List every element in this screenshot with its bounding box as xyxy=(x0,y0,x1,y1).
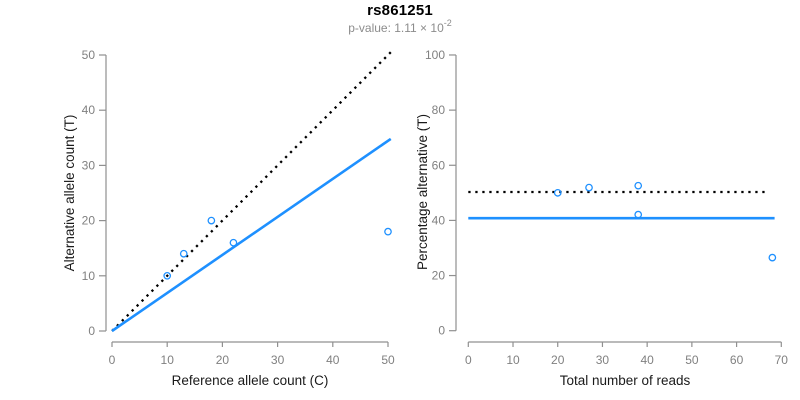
y-tick-label: 0 xyxy=(88,324,95,338)
x-tick-label: 0 xyxy=(465,353,472,367)
x-tick-label: 30 xyxy=(271,353,285,367)
x-tick-label: 10 xyxy=(506,353,520,367)
y-tick-label: 20 xyxy=(82,214,96,228)
figure-title: rs861251 xyxy=(367,2,433,19)
data-point xyxy=(768,253,777,262)
y-tick-label: 20 xyxy=(432,269,446,283)
y-tick-label: 40 xyxy=(432,213,446,227)
x-tick-label: 50 xyxy=(685,353,699,367)
x-tick-label: 20 xyxy=(551,353,565,367)
y-tick-label: 60 xyxy=(432,158,446,172)
y-tick-label: 40 xyxy=(82,103,96,117)
y-tick-label: 80 xyxy=(432,103,446,117)
x-tick-label: 60 xyxy=(730,353,744,367)
x-tick-label: 40 xyxy=(326,353,340,367)
data-point xyxy=(634,210,643,219)
identity-line xyxy=(111,51,392,332)
x-tick-label: 0 xyxy=(109,353,116,367)
x-tick-label: 20 xyxy=(216,353,230,367)
data-point xyxy=(634,181,643,190)
y-tick-label: 10 xyxy=(82,269,96,283)
y-tick-label: 100 xyxy=(425,48,445,62)
x-tick-label: 50 xyxy=(381,353,395,367)
data-point xyxy=(229,238,238,247)
figure-subtitle: p-value: 1.11 × 10-2 xyxy=(0,18,800,35)
fit-line xyxy=(111,137,392,333)
subtitle-text: p-value: 1.11 × 10 xyxy=(348,21,444,35)
data-point xyxy=(585,183,593,192)
data-point xyxy=(384,227,392,236)
percentage-reads-scatter-panel: 0 20 40 60 80 100 0 10 20 30 40 50 60 70 Total number … xyxy=(415,48,788,388)
x-axis-title: Reference allele count (C) xyxy=(172,373,329,388)
x-tick-label: 10 xyxy=(161,353,175,367)
data-point xyxy=(553,188,562,197)
y-axis-title: Percentage alternative (T) xyxy=(415,114,430,270)
y-tick-label: 0 xyxy=(438,324,445,338)
y-tick-label: 50 xyxy=(82,48,96,62)
data-point xyxy=(207,216,216,225)
x-axis-title: Total number of reads xyxy=(560,373,691,388)
y-axis-title: Alternative allele count (T) xyxy=(62,115,77,272)
data-point xyxy=(179,249,188,258)
data-point xyxy=(163,271,172,280)
subtitle-exponent: -2 xyxy=(443,18,452,28)
x-tick-label: 70 xyxy=(775,353,789,367)
allele-count-scatter-panel: 0 10 20 30 40 50 0 10 20 30 40 50 Reference allele c… xyxy=(62,48,395,388)
x-tick-label: 40 xyxy=(640,353,654,367)
y-tick-label: 30 xyxy=(82,158,96,172)
x-tick-label: 30 xyxy=(596,353,610,367)
